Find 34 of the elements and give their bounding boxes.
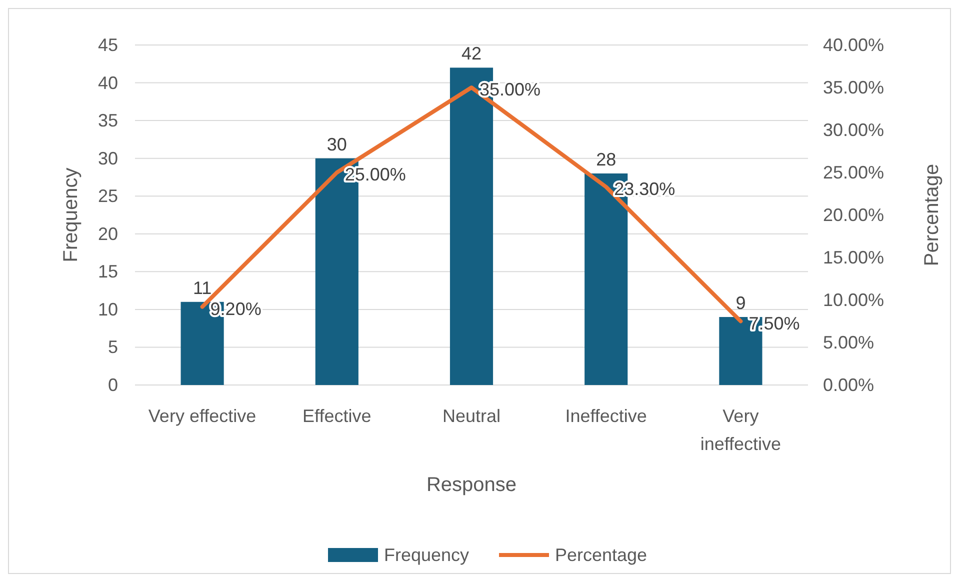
y2-tick-label: 15.00%	[823, 248, 884, 268]
y-tick-label: 45	[98, 35, 118, 55]
data-label: 42	[461, 44, 482, 64]
y2-tick-label: 10.00%	[823, 290, 884, 310]
data-label: 9	[736, 293, 746, 313]
legend-label: Frequency	[384, 545, 470, 565]
y2-tick-label: 25.00%	[823, 162, 884, 182]
y-tick-label: 0	[108, 375, 118, 395]
data-label: 30	[326, 134, 347, 154]
x-axis-title: Response	[426, 474, 517, 496]
data-label: 11	[192, 278, 212, 298]
y-tick-label: 30	[98, 148, 118, 168]
data-label: 28	[596, 149, 616, 170]
x-tick-label: Very ineffective	[700, 406, 782, 454]
y2-tick-label: 30.00%	[823, 120, 884, 140]
y-tick-label: 5	[108, 337, 118, 358]
y2-tick-label: 20.00%	[823, 205, 884, 225]
y-tick-label: 25	[98, 186, 118, 206]
x-tick-label: Neutral	[442, 406, 501, 426]
y2-tick-label: 5.00%	[823, 332, 874, 352]
y-tick-label: 40	[98, 72, 118, 93]
y-tick-label: 35	[98, 110, 118, 131]
y2-tick-label: 35.00%	[823, 78, 884, 98]
legend-label: Percentage	[555, 545, 648, 565]
x-tick-label: Effective	[302, 406, 372, 426]
x-tick-label: Very effective	[148, 406, 256, 426]
y-tick-label: 20	[98, 224, 118, 244]
y2-tick-label: 40.00%	[823, 35, 884, 55]
y-tick-label: 15	[98, 262, 118, 282]
y2-tick-label: 0.00%	[823, 375, 874, 395]
y-tick-label: 10	[98, 299, 118, 320]
x-tick-label: Ineffective	[565, 406, 647, 426]
y2-axis-title: Percentage	[921, 164, 943, 266]
y-axis-title: Frequency	[60, 168, 82, 262]
